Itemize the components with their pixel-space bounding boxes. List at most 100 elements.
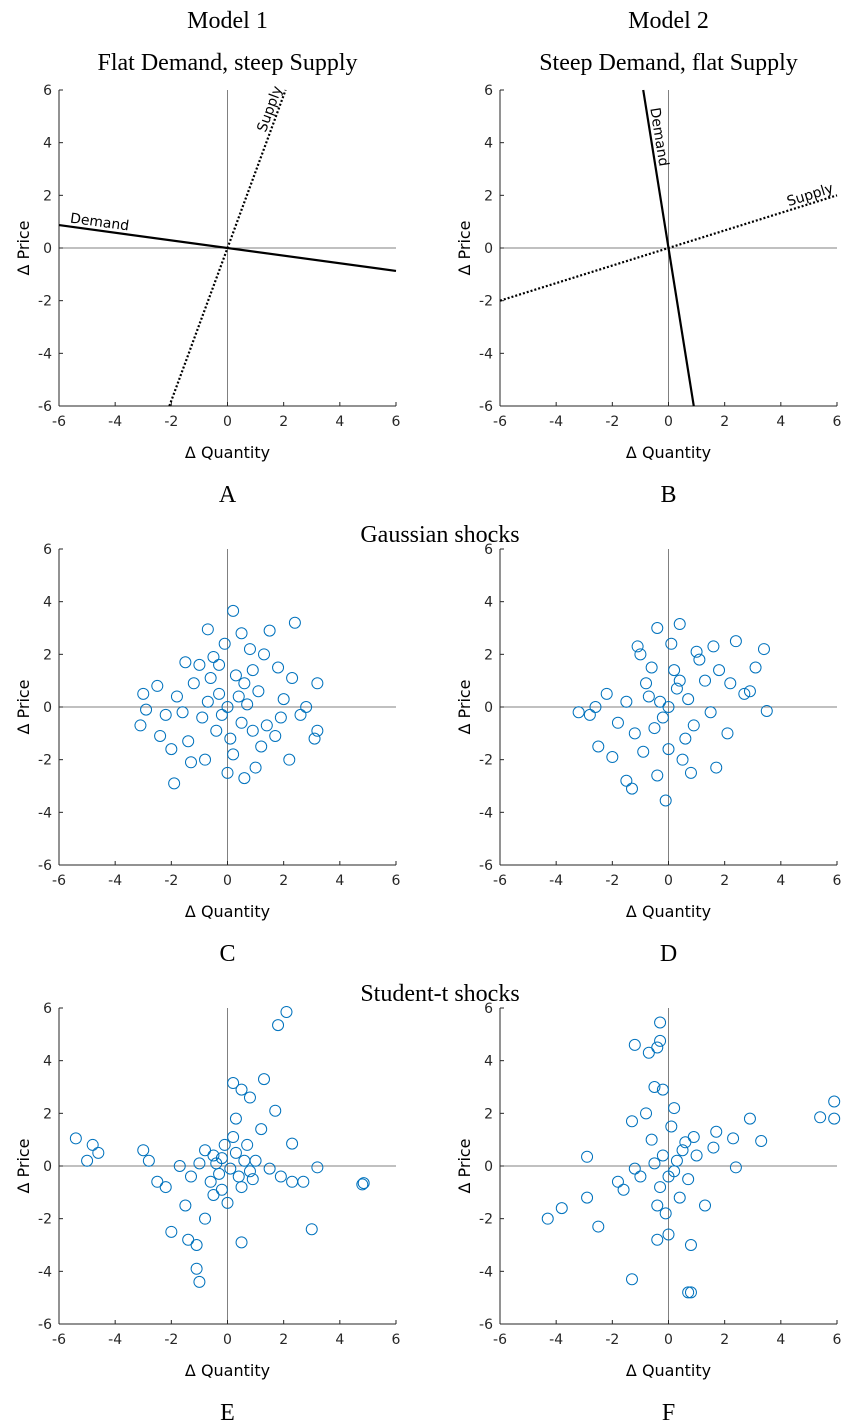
y-tick-label: -2	[479, 753, 493, 769]
point	[238, 772, 251, 785]
y-tick-label: -4	[479, 1264, 493, 1280]
point	[628, 1038, 641, 1051]
point	[196, 711, 209, 724]
panel: Model 2 Steep Demand, flat Supply B Δ Quant…	[455, 8, 842, 508]
y-axis-label: Δ Price	[455, 679, 474, 734]
point	[227, 1131, 240, 1144]
point	[690, 645, 703, 658]
point	[738, 687, 751, 700]
point	[645, 661, 658, 674]
x-tick-label: -2	[164, 414, 178, 430]
x-tick-label: -2	[164, 873, 178, 889]
point	[227, 604, 240, 617]
y-tick-label: 2	[43, 647, 52, 663]
point	[555, 1202, 568, 1215]
point	[182, 1233, 195, 1246]
x-tick-label: 2	[279, 1332, 288, 1348]
point	[229, 1112, 242, 1125]
point	[729, 1161, 742, 1174]
y-axis-label: Δ Price	[455, 1138, 474, 1193]
point	[137, 687, 150, 700]
x-tick-label: -2	[605, 873, 619, 889]
point	[670, 1154, 683, 1167]
x-tick-label: 6	[833, 1332, 842, 1348]
point	[224, 1162, 237, 1175]
x-tick-label: -2	[605, 414, 619, 430]
point	[305, 1223, 318, 1236]
panel-label: E	[220, 1400, 235, 1425]
point	[182, 735, 195, 748]
point	[662, 1228, 675, 1241]
x-tick-label: -4	[549, 414, 563, 430]
point	[581, 1150, 594, 1163]
point	[204, 1175, 217, 1188]
line-label: Supply	[254, 84, 285, 134]
point	[199, 1212, 212, 1225]
panel-label: B	[660, 482, 676, 508]
point	[693, 653, 706, 666]
point	[687, 719, 700, 732]
point	[625, 782, 638, 795]
point	[286, 1175, 299, 1188]
y-tick-label: 2	[484, 1106, 493, 1122]
x-tick-label: 2	[279, 414, 288, 430]
panel-label: F	[662, 1400, 675, 1425]
point	[69, 1132, 82, 1145]
point	[710, 1125, 723, 1138]
panel: Student-t shocks E Δ Quantity Δ Price -6 -4 -2…	[14, 981, 520, 1425]
point	[743, 1112, 756, 1125]
point	[656, 711, 669, 724]
point	[668, 664, 681, 677]
point	[684, 766, 697, 779]
point	[159, 708, 172, 721]
y-axis-label: Δ Price	[14, 220, 33, 275]
point	[207, 650, 220, 663]
panel-label: A	[219, 482, 237, 508]
point	[651, 769, 664, 782]
chart-subtitle: Flat Demand, steep Supply	[98, 50, 358, 76]
point	[218, 637, 231, 650]
point	[676, 1144, 689, 1157]
point	[297, 1175, 310, 1188]
x-tick-label: -4	[108, 414, 122, 430]
point	[283, 753, 296, 766]
point	[679, 732, 692, 745]
chart-subtitle: Steep Demand, flat Supply	[539, 50, 798, 76]
point	[592, 740, 605, 753]
point	[238, 1154, 251, 1167]
point	[727, 1132, 740, 1145]
point	[729, 635, 742, 648]
x-tick-label: 0	[223, 1332, 232, 1348]
point	[640, 1107, 653, 1120]
point	[235, 716, 248, 729]
point	[168, 777, 181, 790]
point	[221, 766, 234, 779]
point	[255, 1123, 268, 1136]
point	[286, 672, 299, 685]
point	[238, 677, 251, 690]
point	[140, 703, 153, 716]
panel: Model 1 Flat Demand, steep Supply A Δ Quant…	[14, 8, 401, 508]
point	[190, 1239, 203, 1251]
point	[357, 1177, 370, 1190]
point	[721, 727, 734, 740]
y-tick-label: -6	[479, 858, 493, 874]
point	[676, 753, 689, 766]
point	[215, 708, 228, 721]
point	[628, 727, 641, 740]
point	[654, 695, 667, 708]
x-tick-label: 6	[833, 414, 842, 430]
point	[179, 1199, 192, 1212]
point	[184, 756, 197, 769]
y-tick-label: 4	[484, 1054, 493, 1070]
point	[757, 643, 770, 656]
point	[258, 648, 271, 661]
x-tick-label: -2	[164, 1332, 178, 1348]
y-tick-label: 6	[43, 83, 52, 99]
point	[699, 674, 712, 687]
point	[201, 695, 214, 708]
y-tick-label: -4	[38, 805, 52, 821]
line-label: Demand	[69, 211, 130, 235]
y-axis-label: Δ Price	[14, 1138, 33, 1193]
point	[710, 761, 723, 774]
